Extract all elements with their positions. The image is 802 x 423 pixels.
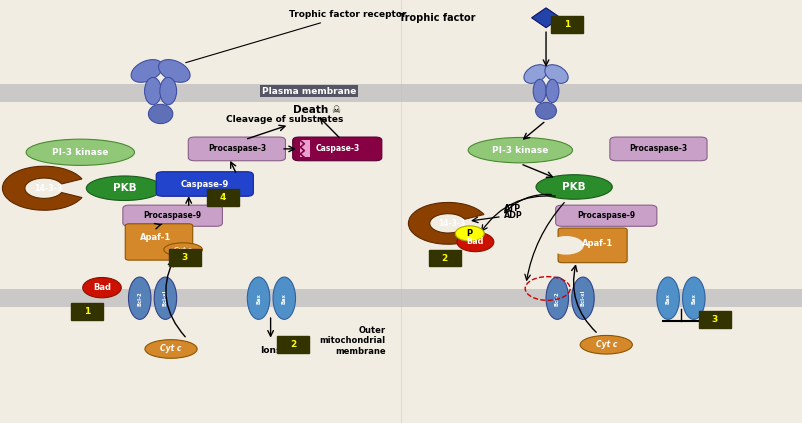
FancyBboxPatch shape <box>156 172 253 196</box>
FancyBboxPatch shape <box>0 84 802 102</box>
Ellipse shape <box>544 65 568 83</box>
Ellipse shape <box>456 232 493 252</box>
FancyBboxPatch shape <box>207 189 239 206</box>
Text: Plasma membrane: Plasma membrane <box>261 87 356 96</box>
Text: 14-3-3: 14-3-3 <box>438 219 465 228</box>
Text: PI-3 kinase: PI-3 kinase <box>492 146 548 155</box>
Text: Bcl-2: Bcl-2 <box>554 291 559 305</box>
Ellipse shape <box>86 176 162 201</box>
FancyBboxPatch shape <box>610 137 706 161</box>
Text: Bcl-xl: Bcl-xl <box>580 290 585 306</box>
Text: Cyt c: Cyt c <box>160 344 181 354</box>
Text: Procaspase-9: Procaspase-9 <box>144 211 201 220</box>
Text: Apaf-1: Apaf-1 <box>581 239 612 248</box>
Polygon shape <box>531 8 560 27</box>
Ellipse shape <box>545 80 558 102</box>
Ellipse shape <box>523 65 547 83</box>
Text: Caspase-3: Caspase-3 <box>314 144 359 154</box>
Text: Trophic factor: Trophic factor <box>399 13 475 23</box>
Wedge shape <box>2 166 82 210</box>
Ellipse shape <box>144 340 197 358</box>
FancyBboxPatch shape <box>168 249 200 266</box>
Ellipse shape <box>682 277 704 319</box>
Text: Bad: Bad <box>93 283 111 292</box>
Text: 14-3-3: 14-3-3 <box>34 184 63 193</box>
FancyBboxPatch shape <box>557 228 626 263</box>
Ellipse shape <box>579 335 632 354</box>
Text: Bax: Bax <box>282 293 286 304</box>
Text: 4: 4 <box>220 192 226 202</box>
Text: 2: 2 <box>290 340 296 349</box>
FancyBboxPatch shape <box>555 205 656 226</box>
Text: Death ☠: Death ☠ <box>293 105 341 115</box>
Text: PKB: PKB <box>561 182 585 192</box>
Ellipse shape <box>545 277 568 319</box>
Text: 2: 2 <box>441 253 448 263</box>
FancyBboxPatch shape <box>698 311 730 328</box>
FancyBboxPatch shape <box>0 289 802 307</box>
Ellipse shape <box>571 277 593 319</box>
Circle shape <box>548 236 583 255</box>
Text: 3: 3 <box>181 253 188 262</box>
Ellipse shape <box>533 80 545 102</box>
Text: Bax: Bax <box>665 293 670 304</box>
Ellipse shape <box>164 243 202 256</box>
Text: Apaf-1: Apaf-1 <box>140 233 171 242</box>
FancyBboxPatch shape <box>300 140 310 157</box>
Circle shape <box>455 226 484 241</box>
Text: P: P <box>466 229 472 238</box>
Text: Outer
mitochondrial
membrane: Outer mitochondrial membrane <box>319 326 385 355</box>
Ellipse shape <box>535 175 612 199</box>
FancyBboxPatch shape <box>277 336 309 353</box>
FancyBboxPatch shape <box>428 250 460 266</box>
Text: PKB: PKB <box>112 183 136 193</box>
Ellipse shape <box>131 60 163 82</box>
Text: 3: 3 <box>711 315 717 324</box>
Ellipse shape <box>656 277 678 319</box>
FancyBboxPatch shape <box>71 303 103 320</box>
Text: Bcl-xl: Bcl-xl <box>163 290 168 306</box>
Ellipse shape <box>154 277 176 319</box>
Text: PI-3 kinase: PI-3 kinase <box>52 148 108 157</box>
Text: 1: 1 <box>83 307 90 316</box>
Text: Bad: Bad <box>466 237 484 247</box>
Text: Caspase-9: Caspase-9 <box>180 179 229 189</box>
Text: Cyt c: Cyt c <box>595 340 616 349</box>
Text: 1: 1 <box>563 19 569 29</box>
Ellipse shape <box>144 77 161 105</box>
Ellipse shape <box>160 77 176 105</box>
Text: Bcl-2: Bcl-2 <box>137 291 142 305</box>
FancyBboxPatch shape <box>188 137 286 161</box>
Text: Bax: Bax <box>256 293 261 304</box>
FancyBboxPatch shape <box>125 224 192 260</box>
Ellipse shape <box>247 277 269 319</box>
FancyBboxPatch shape <box>293 137 382 161</box>
Text: Ions: Ions <box>260 346 281 354</box>
Ellipse shape <box>128 277 151 319</box>
Ellipse shape <box>83 277 121 298</box>
Text: Cyt c: Cyt c <box>174 247 192 252</box>
Text: Trophic factor receptor: Trophic factor receptor <box>185 10 406 63</box>
Text: ADP: ADP <box>504 211 522 220</box>
Text: ATP: ATP <box>504 204 520 214</box>
Wedge shape <box>408 203 484 244</box>
Text: Procaspase-3: Procaspase-3 <box>208 144 265 154</box>
Text: Cleavage of substrates: Cleavage of substrates <box>226 115 343 124</box>
FancyBboxPatch shape <box>550 16 582 33</box>
Ellipse shape <box>468 137 572 163</box>
Ellipse shape <box>273 277 295 319</box>
Text: Procaspase-3: Procaspase-3 <box>629 144 687 154</box>
Ellipse shape <box>26 139 135 165</box>
Ellipse shape <box>535 102 556 119</box>
FancyBboxPatch shape <box>123 205 222 226</box>
Ellipse shape <box>148 104 172 124</box>
Ellipse shape <box>158 60 190 82</box>
Text: Procaspase-9: Procaspase-9 <box>577 211 634 220</box>
Text: Bax: Bax <box>691 293 695 304</box>
